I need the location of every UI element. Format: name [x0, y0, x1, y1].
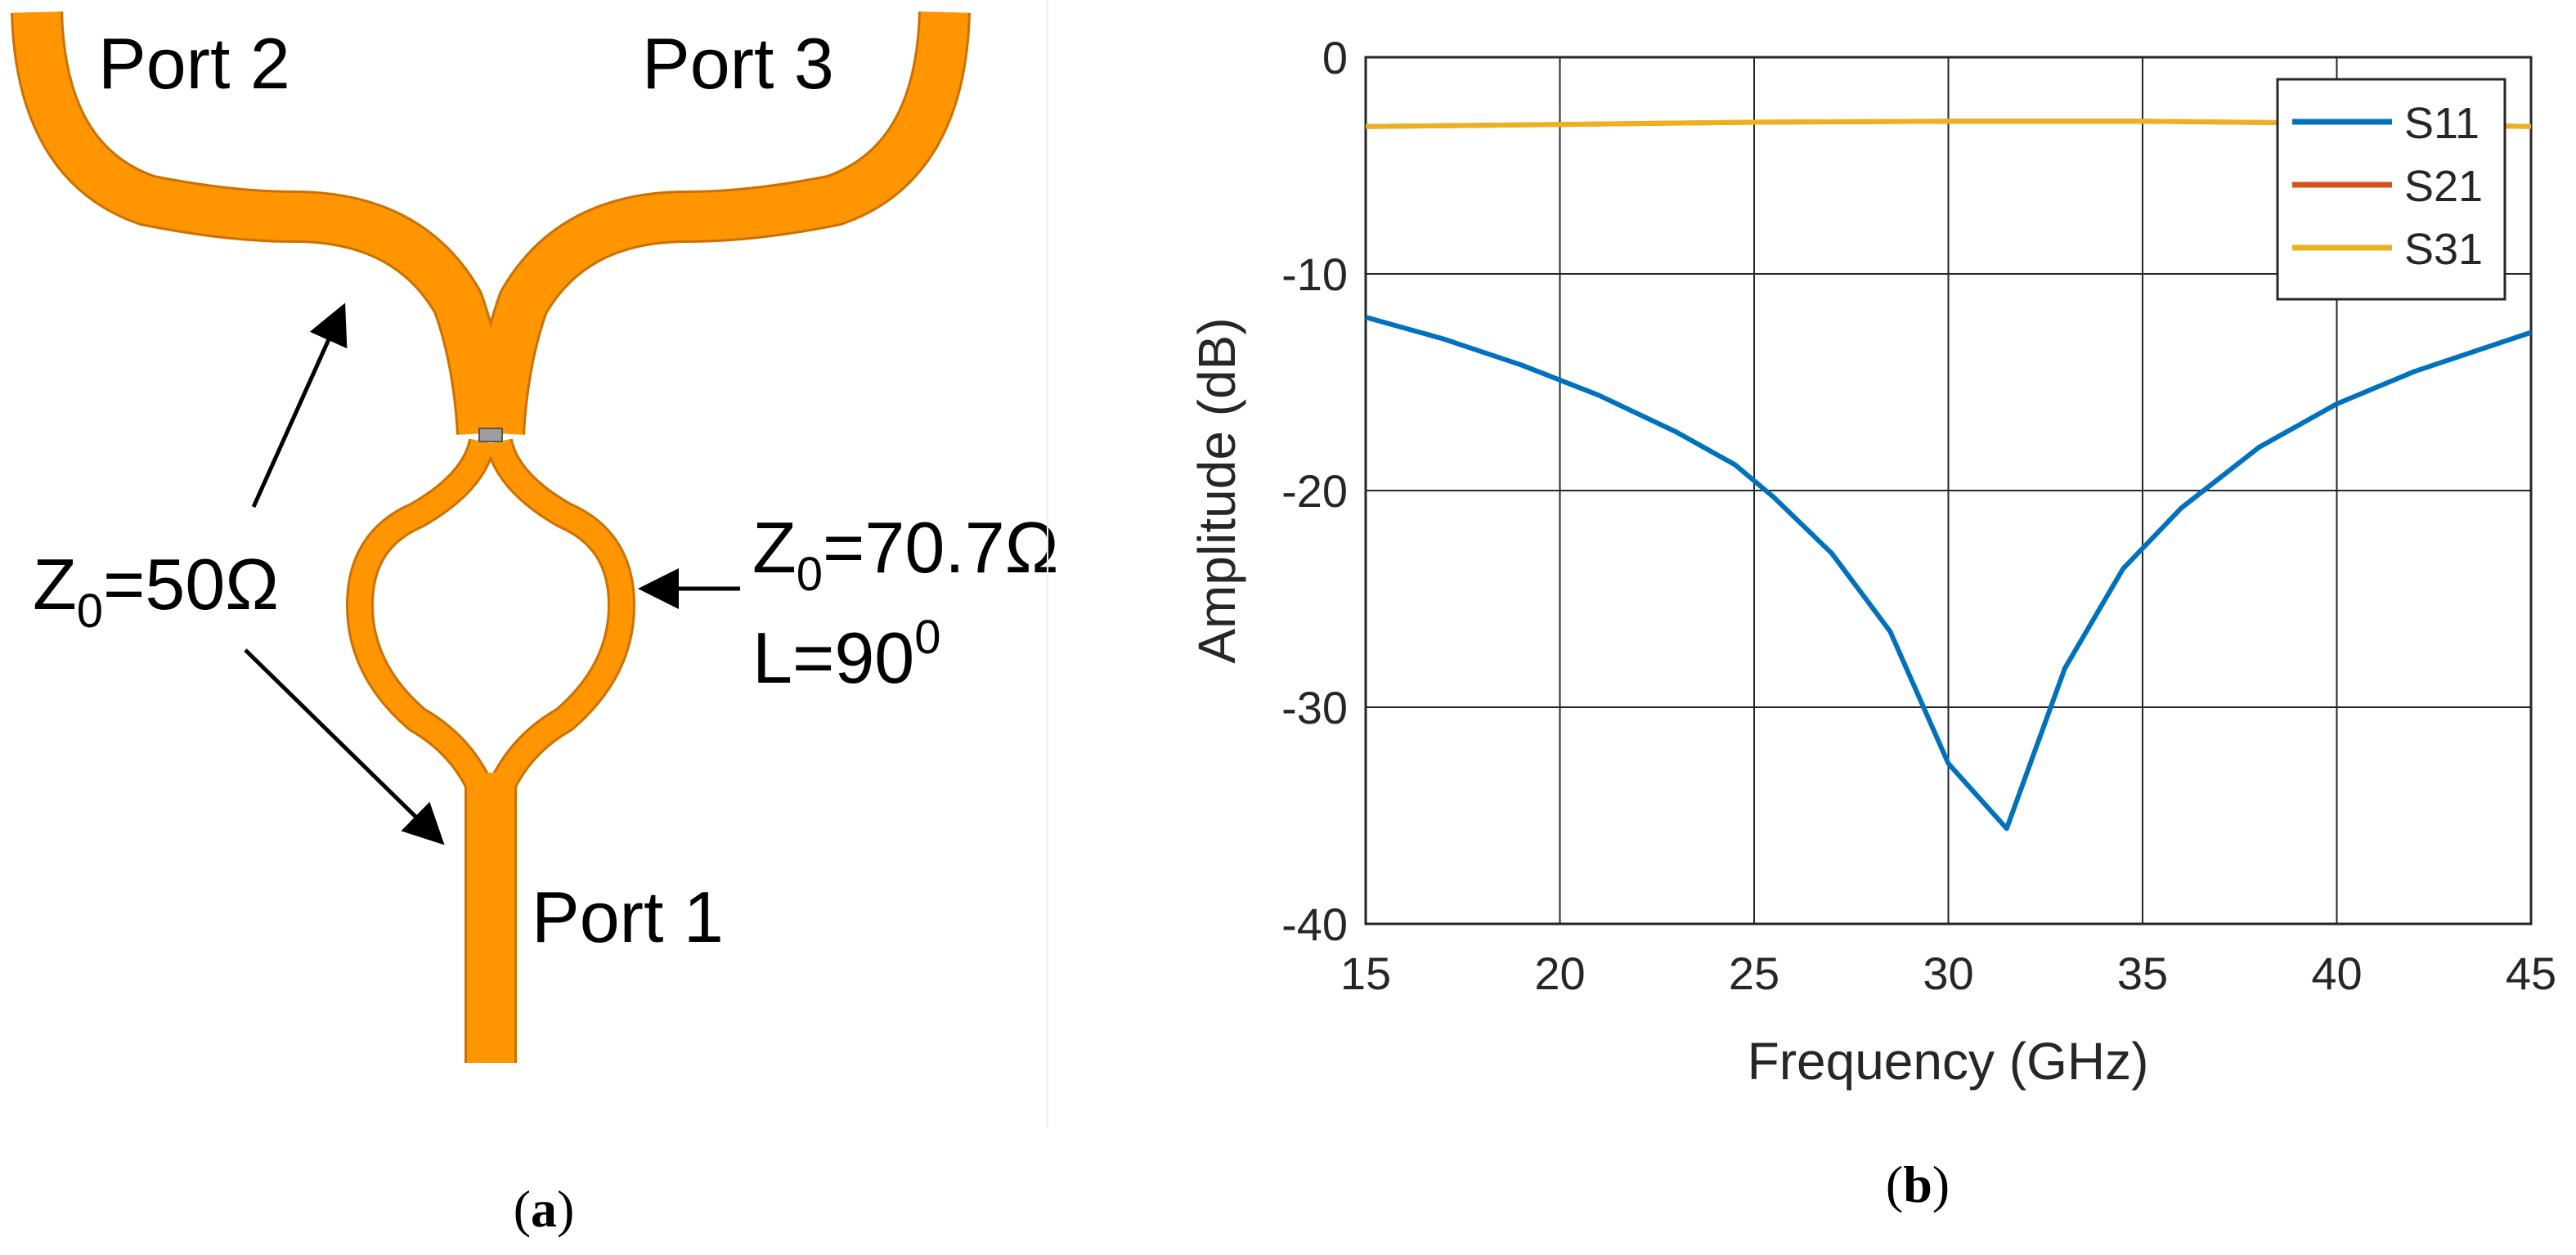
- x-axis-label: Frequency (GHz): [1748, 1032, 2149, 1091]
- x-tick-label: 30: [1923, 948, 1973, 999]
- z50-label: Z0=50Ω: [33, 544, 279, 638]
- panel-a-layout: Port 2 Port 3 Port 1 Z0=50Ω Z0=70.7Ω L=9…: [11, 11, 1058, 1238]
- isolation-resistor: [478, 428, 503, 442]
- panel-b-chart: 15 20 25 30 35 40 45 0 -10 -20 -30 -40 Frequency (G…: [1187, 32, 2556, 1213]
- port2-label: Port 2: [98, 23, 290, 104]
- legend: S11 S21 S31: [2276, 78, 2506, 301]
- x-tick-label: 20: [1534, 948, 1585, 999]
- y-axis-label: Amplitude (dB): [1187, 317, 1246, 663]
- legend-label-s31: S31: [2404, 225, 2483, 274]
- legend-box: [2276, 78, 2506, 301]
- port3-label: Port 3: [642, 23, 834, 104]
- y-tick-label: -40: [1281, 899, 1348, 950]
- arrow-z50-upper: [251, 303, 348, 509]
- z70-label: Z0=70.7Ω: [752, 507, 1058, 601]
- y-tick-label: -30: [1281, 682, 1348, 733]
- axes-box: [1364, 56, 2533, 926]
- x-tick-label: 25: [1729, 948, 1779, 999]
- arrow-z50-lower: [244, 648, 445, 845]
- length-label: L=900: [752, 611, 940, 698]
- caption-b: (b): [1886, 1155, 1950, 1213]
- x-tick-label: 35: [2117, 948, 2168, 999]
- caption-a: (a): [514, 1180, 575, 1238]
- x-tick-label: 15: [1340, 948, 1391, 999]
- y-tick-label: -20: [1281, 465, 1348, 517]
- y-tick-label: -10: [1281, 249, 1348, 300]
- microstrip-circuit: [11, 11, 971, 1063]
- panel-divider: [1047, 0, 1048, 1128]
- ticks: 15 20 25 30 35 40 45 0 -10 -20 -30 -40: [1281, 32, 2556, 999]
- series-s11-line: [1365, 315, 2532, 831]
- legend-label-s11: S11: [2404, 99, 2480, 148]
- legend-label-s21: S21: [2404, 162, 2483, 211]
- port1-label: Port 1: [532, 876, 724, 957]
- y-tick-label: 0: [1322, 32, 1348, 83]
- x-tick-label: 40: [2311, 948, 2362, 999]
- x-tick-label: 45: [2506, 948, 2556, 999]
